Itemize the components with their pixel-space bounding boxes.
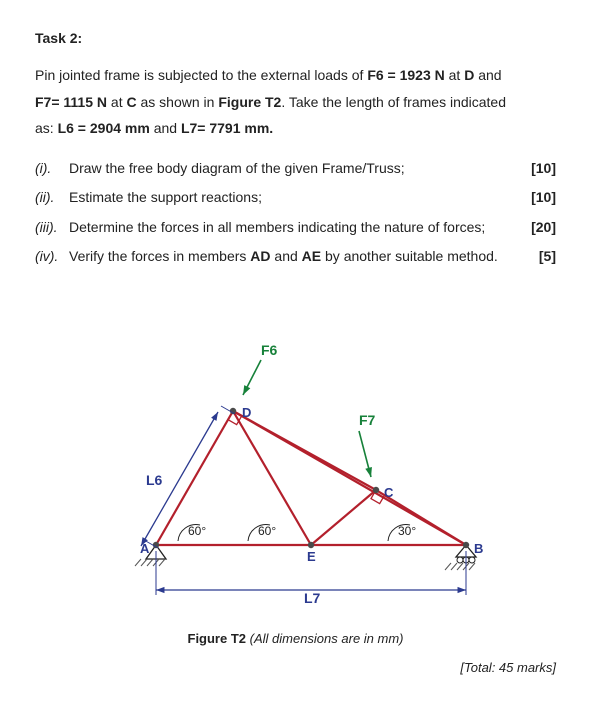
intro-text: at — [107, 94, 126, 110]
task-list: (i).Draw the free body diagram of the gi… — [35, 154, 556, 272]
total-marks: [Total: 45 marks] — [35, 660, 556, 675]
f7-value: F7= 1115 N — [35, 94, 107, 110]
intro-text: Pin jointed frame is subjected to the ex… — [35, 67, 367, 83]
figure-ref: Figure T2 — [218, 94, 281, 110]
point-c: C — [126, 94, 136, 110]
svg-text:L6: L6 — [146, 472, 163, 488]
task-marks: [10] — [521, 154, 556, 183]
svg-text:L7: L7 — [304, 590, 321, 606]
truss-diagram: 60°60°30°ABEDCF6F7L6L7 — [86, 295, 506, 625]
intro-text: and — [150, 120, 181, 136]
task-number: (ii). — [35, 183, 69, 212]
caption-italic: (All dimensions are in mm) — [250, 631, 404, 646]
svg-text:E: E — [307, 549, 316, 564]
task-text: Estimate the support reactions; — [69, 183, 262, 212]
svg-text:D: D — [242, 405, 251, 420]
figure-container: 60°60°30°ABEDCF6F7L6L7 Figure T2 (All di… — [35, 295, 556, 646]
intro-text: at — [445, 67, 464, 83]
l7-value: L7= 7791 mm. — [181, 120, 273, 136]
task-text: Verify the forces in members AD and AE b… — [69, 242, 498, 271]
svg-text:F6: F6 — [261, 342, 278, 358]
task-marks: [20] — [521, 213, 556, 242]
caption-bold: Figure T2 — [188, 631, 250, 646]
point-d: D — [464, 67, 474, 83]
intro-text: as: — [35, 120, 58, 136]
svg-text:B: B — [474, 541, 483, 556]
task-marks: [5] — [529, 242, 556, 271]
l6-value: L6 = 2904 mm — [58, 120, 150, 136]
task-number: (iv). — [35, 242, 69, 271]
task-row: (ii).Estimate the support reactions; [10] — [35, 183, 556, 212]
figure-caption: Figure T2 (All dimensions are in mm) — [188, 631, 404, 646]
task-row: (iii).Determine the forces in all member… — [35, 213, 556, 242]
task-marks: [10] — [521, 183, 556, 212]
svg-text:60°: 60° — [188, 524, 206, 538]
intro-text: and — [474, 67, 501, 83]
svg-text:F7: F7 — [359, 412, 376, 428]
task-number: (iii). — [35, 213, 69, 242]
task-number: (i). — [35, 154, 69, 183]
task-text: Draw the free body diagram of the given … — [69, 154, 405, 183]
svg-text:30°: 30° — [398, 524, 416, 538]
task-row: (iv).Verify the forces in members AD and… — [35, 242, 556, 271]
task-text: Determine the forces in all members indi… — [69, 213, 485, 242]
svg-text:C: C — [384, 485, 394, 500]
intro-text: . Take the length of frames indicated — [281, 94, 506, 110]
intro-text: as shown in — [137, 94, 219, 110]
task-row: (i).Draw the free body diagram of the gi… — [35, 154, 556, 183]
f6-value: F6 = 1923 N — [367, 67, 444, 83]
intro-paragraph: Pin jointed frame is subjected to the ex… — [35, 62, 556, 142]
task-title: Task 2: — [35, 30, 556, 46]
svg-text:60°: 60° — [258, 524, 276, 538]
